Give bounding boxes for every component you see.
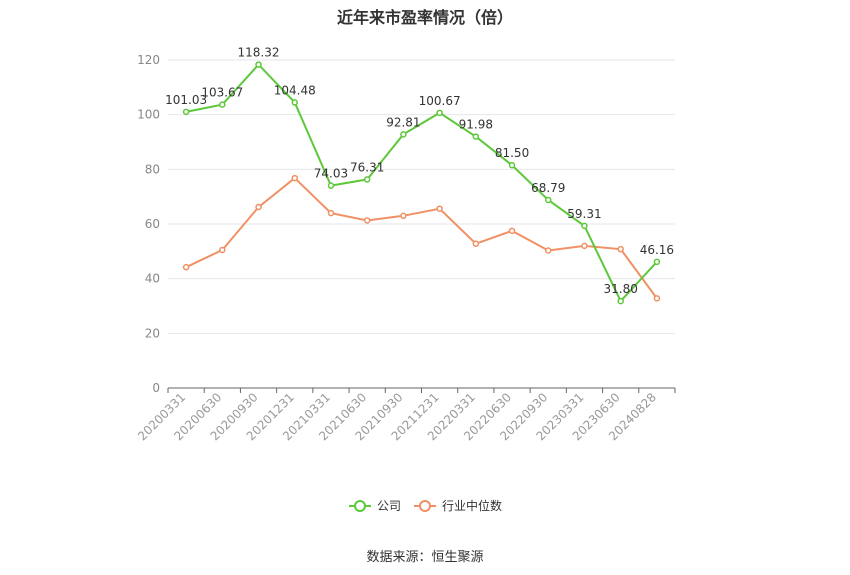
legend-label: 行业中位数 xyxy=(442,498,502,513)
data-point xyxy=(436,205,443,212)
data-point xyxy=(363,217,371,224)
y-tick-label: 120 xyxy=(137,53,160,67)
y-tick-label: 80 xyxy=(145,162,160,176)
data-label: 92.81 xyxy=(386,115,420,129)
y-tick-label: 100 xyxy=(137,108,160,122)
data-point xyxy=(400,131,407,138)
data-label: 103.67 xyxy=(201,86,243,100)
data-point xyxy=(219,101,226,108)
data-point xyxy=(581,242,588,250)
data-point xyxy=(327,209,335,217)
source-note: 数据来源：恒生聚源 xyxy=(366,550,484,565)
data-point xyxy=(327,182,335,189)
data-label: 91.98 xyxy=(459,118,493,132)
data-label: 74.03 xyxy=(314,167,348,181)
series-line-1 xyxy=(185,176,658,299)
data-point xyxy=(653,258,661,266)
data-label: 101.03 xyxy=(165,93,207,107)
data-point xyxy=(436,109,443,117)
y-tick-label: 40 xyxy=(145,272,160,286)
data-point xyxy=(545,196,552,204)
data-label: 118.32 xyxy=(238,46,280,60)
data-point xyxy=(508,227,516,235)
data-point xyxy=(255,203,262,211)
y-tick-label: 20 xyxy=(145,326,160,340)
data-point xyxy=(291,99,298,106)
y-tick-label: 0 xyxy=(152,381,160,395)
data-point xyxy=(219,246,226,254)
data-label: 104.48 xyxy=(274,83,316,97)
legend-label: 公司 xyxy=(377,499,401,513)
data-point xyxy=(653,295,661,302)
data-point xyxy=(255,61,262,68)
data-point xyxy=(472,240,480,247)
legend-swatch-marker xyxy=(354,500,366,512)
data-label: 76.31 xyxy=(350,160,384,174)
data-point xyxy=(472,133,480,140)
data-point xyxy=(291,174,298,182)
data-point xyxy=(581,222,588,230)
data-point xyxy=(617,245,624,253)
data-point xyxy=(400,212,407,220)
data-point xyxy=(617,297,624,305)
data-label: 100.67 xyxy=(419,94,461,108)
data-label: 31.80 xyxy=(603,282,637,296)
data-point xyxy=(363,176,371,183)
series-line-0 xyxy=(185,63,658,303)
data-label: 59.31 xyxy=(567,207,601,221)
data-label: 68.79 xyxy=(531,181,565,195)
chart-title: 近年来市盈率情况（倍） xyxy=(336,8,513,27)
data-point xyxy=(508,161,516,169)
legend-swatch-marker xyxy=(419,500,431,512)
data-point xyxy=(182,263,190,271)
data-point xyxy=(545,247,552,254)
data-label: 81.50 xyxy=(495,146,529,160)
data-point xyxy=(182,108,190,116)
data-label: 46.16 xyxy=(640,243,674,257)
y-tick-label: 60 xyxy=(145,217,160,231)
